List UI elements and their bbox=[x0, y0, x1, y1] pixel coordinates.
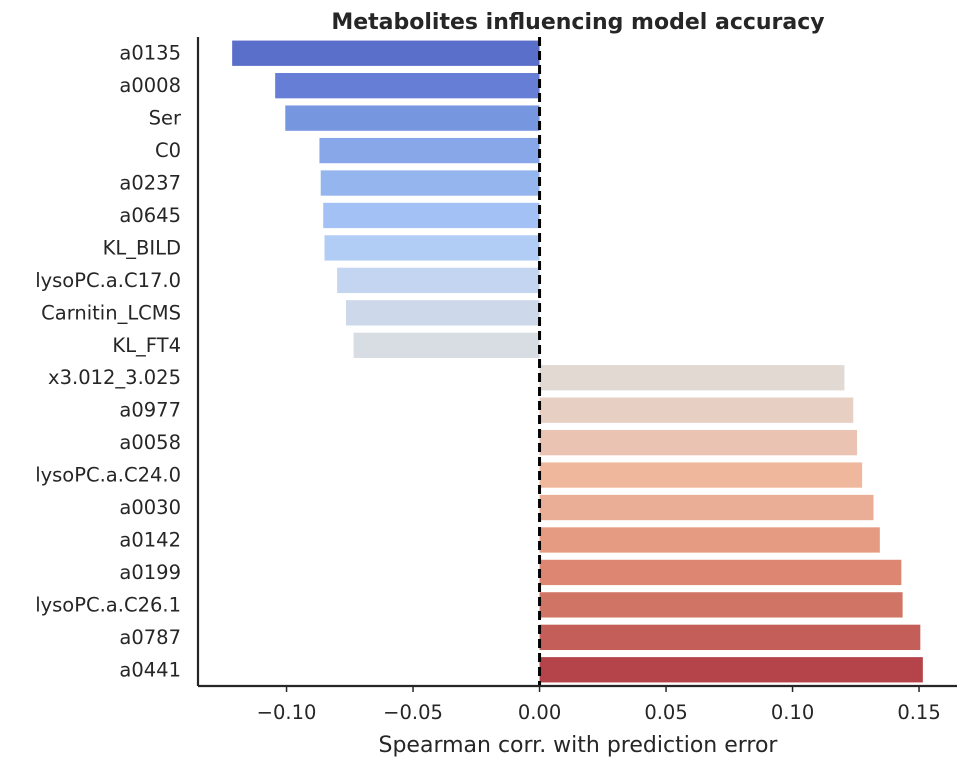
x-tick-label: 0.15 bbox=[897, 701, 940, 724]
category-labels: a0135 a0008 Ser C0 a0237 a0645 KL_BILD lysoPC.a… bbox=[35, 42, 182, 682]
category-label-KL_FT4: KL_FT4 bbox=[112, 334, 181, 357]
bar-a0030 bbox=[539, 494, 874, 521]
category-label-Ser: Ser bbox=[149, 107, 182, 130]
category-label-a0977: a0977 bbox=[119, 399, 181, 422]
bar-KL_BILD bbox=[324, 235, 540, 261]
bar-Ser bbox=[285, 105, 540, 131]
bar-KL_FT4 bbox=[353, 332, 540, 358]
category-label-a0008: a0008 bbox=[119, 74, 181, 97]
bars-group bbox=[232, 40, 923, 683]
category-label-a0645: a0645 bbox=[119, 204, 181, 227]
category-label-Carnitin_LCMS: Carnitin_LCMS bbox=[41, 301, 181, 324]
category-label-a0142: a0142 bbox=[119, 528, 181, 551]
bar-a0787 bbox=[539, 624, 921, 650]
category-label-a0135: a0135 bbox=[119, 42, 181, 65]
category-label-KL_BILD: KL_BILD bbox=[103, 236, 181, 259]
chart-title: Metabolites influencing model accuracy bbox=[331, 10, 824, 35]
x-tick-label: 0.00 bbox=[518, 701, 561, 724]
x-tick-label: 0.05 bbox=[644, 701, 687, 724]
bar-lysoPC.a.C24.0 bbox=[539, 462, 863, 488]
category-label-a0058: a0058 bbox=[119, 431, 181, 454]
category-label-a0237: a0237 bbox=[119, 172, 181, 195]
bar-lysoPC.a.C17.0 bbox=[337, 267, 540, 294]
bar-a0142 bbox=[539, 527, 880, 553]
bar-C0 bbox=[319, 137, 540, 164]
category-label-a0030: a0030 bbox=[119, 496, 181, 519]
bar-a0008 bbox=[275, 73, 540, 99]
bar-x3.012_3.025 bbox=[539, 365, 845, 391]
bar-a0645 bbox=[323, 202, 540, 229]
category-label-lysoPC.a.C26.1: lysoPC.a.C26.1 bbox=[35, 593, 181, 616]
category-label-C0: C0 bbox=[155, 139, 181, 162]
bar-a0441 bbox=[539, 657, 923, 683]
bar-a0199 bbox=[539, 559, 902, 586]
bar-a0135 bbox=[232, 40, 540, 66]
x-axis-label: Spearman corr. with prediction error bbox=[379, 733, 779, 758]
category-label-lysoPC.a.C17.0: lysoPC.a.C17.0 bbox=[35, 269, 181, 292]
bar-a0237 bbox=[320, 170, 540, 196]
x-tick-label: −0.05 bbox=[383, 701, 443, 724]
category-label-a0441: a0441 bbox=[119, 658, 181, 681]
category-label-x3.012_3.025: x3.012_3.025 bbox=[48, 366, 181, 389]
x-ticks: −0.10 −0.05 0.00 0.05 0.10 0.15 bbox=[257, 686, 941, 724]
category-label-a0199: a0199 bbox=[119, 561, 181, 584]
category-label-lysoPC.a.C24.0: lysoPC.a.C24.0 bbox=[35, 464, 181, 487]
bar-a0977 bbox=[539, 397, 854, 423]
bar-Carnitin_LCMS bbox=[346, 300, 540, 326]
bar-a0058 bbox=[539, 429, 858, 456]
category-label-a0787: a0787 bbox=[119, 626, 181, 649]
x-tick-label: 0.10 bbox=[771, 701, 814, 724]
bar-lysoPC.a.C26.1 bbox=[539, 592, 903, 618]
x-tick-label: −0.10 bbox=[257, 701, 317, 724]
